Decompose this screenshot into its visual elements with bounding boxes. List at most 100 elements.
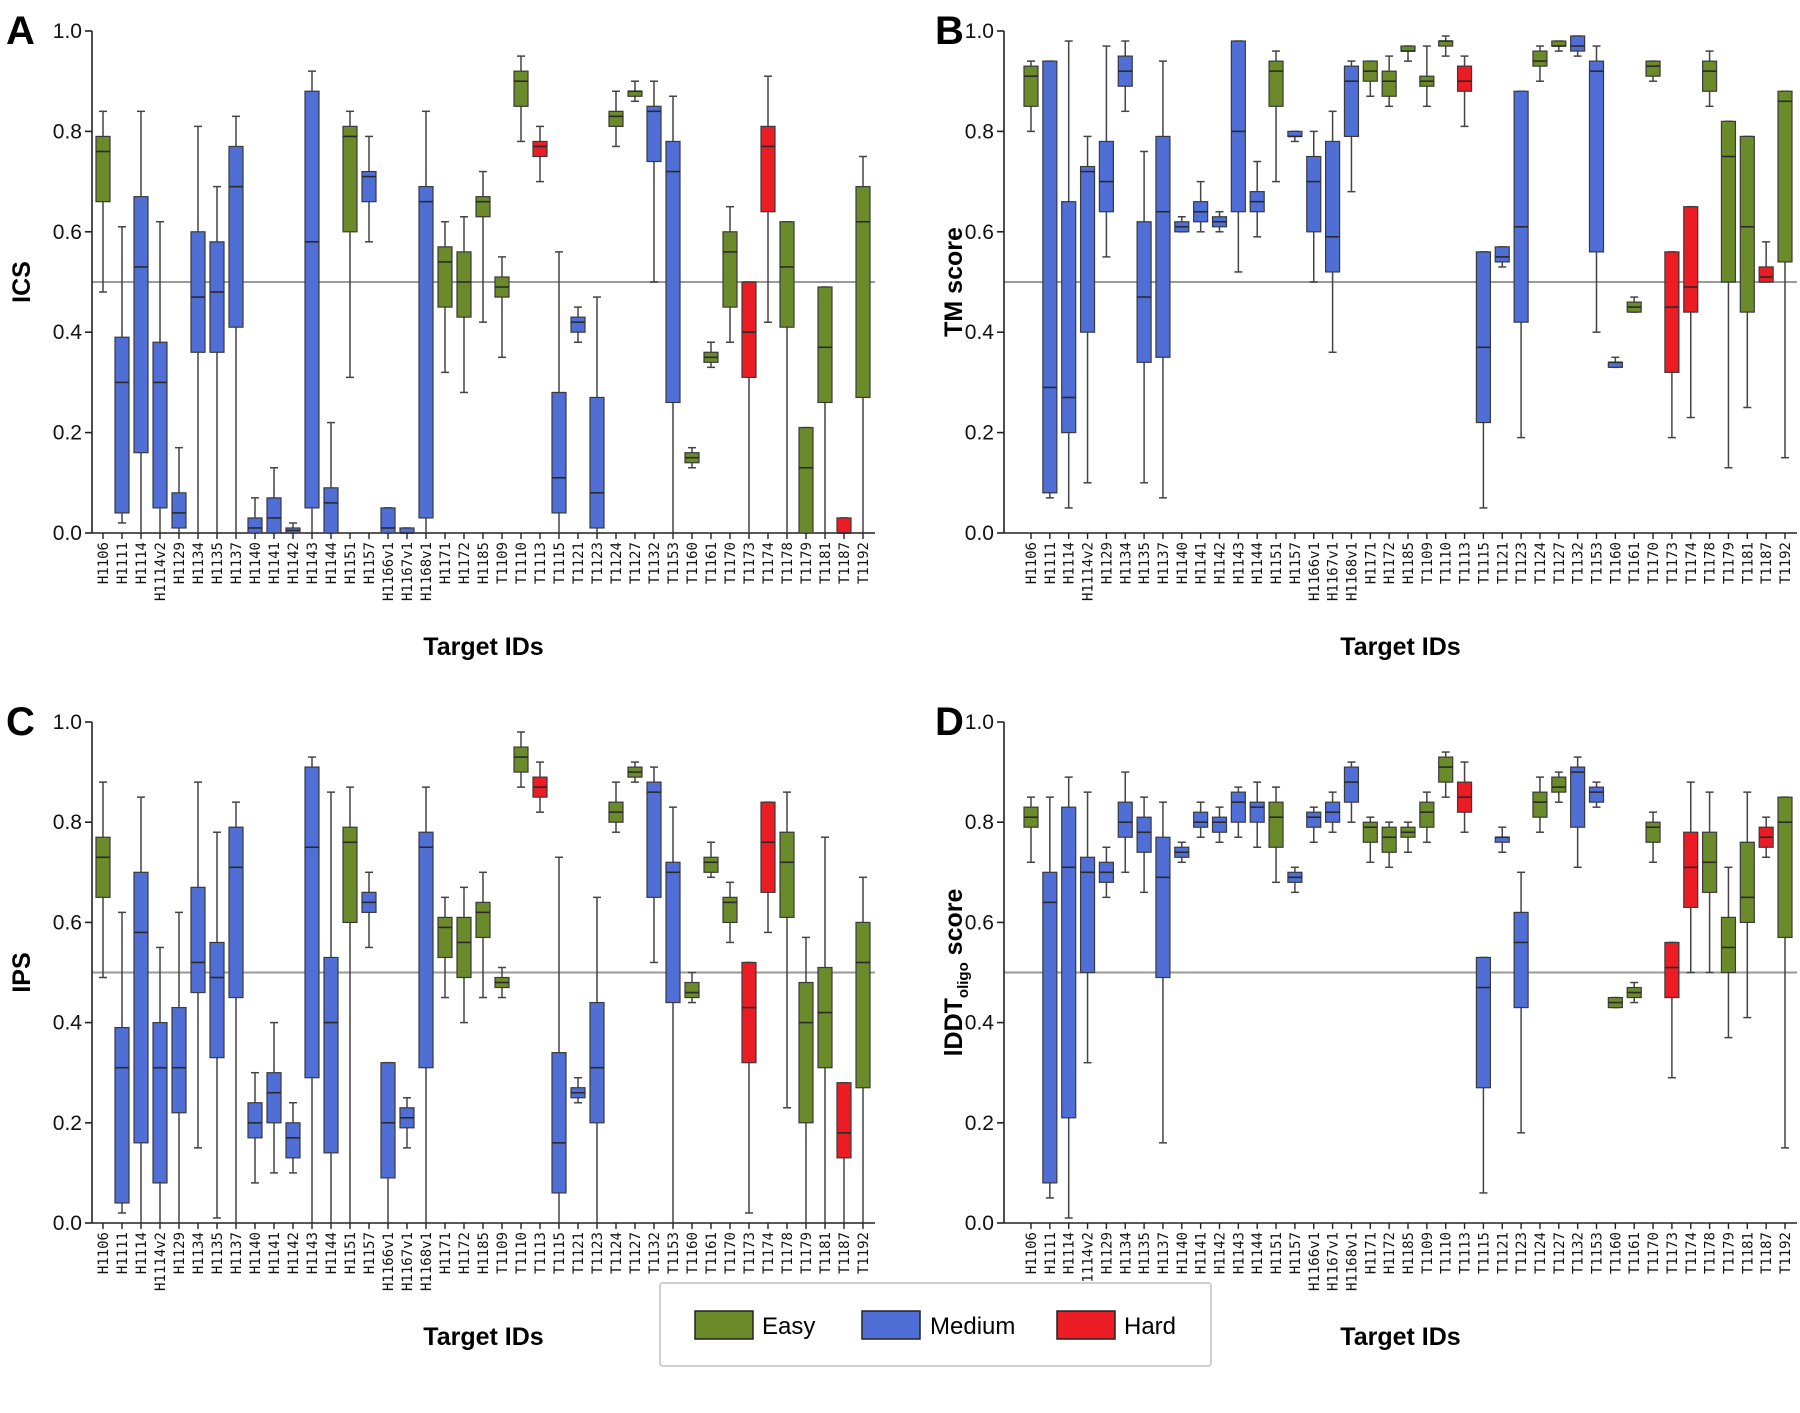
panel-b: B 0.0 0.2 0.4 0.6 0.8 1.0 TM score Target IDs H11… xyxy=(935,9,1797,661)
y-tick-label: 0.8 xyxy=(53,120,82,143)
x-tick-label: T1178 xyxy=(1703,1232,1719,1274)
box-H1114v2: H1114v2 xyxy=(1079,791,1097,1291)
box-body xyxy=(171,1006,187,1114)
box-body xyxy=(228,145,244,328)
box-T1132: T1132 xyxy=(1570,35,1587,584)
box-body xyxy=(285,1122,301,1159)
box-T1181: T1181 xyxy=(817,286,834,584)
box-H1111: H1111 xyxy=(1042,60,1059,584)
box-T1113: T1113 xyxy=(532,761,549,1274)
x-tick-label: T1179 xyxy=(1721,1232,1737,1274)
x-tick-label: H1129 xyxy=(1099,542,1115,584)
x-tick-label: T1153 xyxy=(666,1232,682,1274)
box-T1121: T1121 xyxy=(1494,246,1511,584)
legend-label-hard: Hard xyxy=(1124,1313,1176,1340)
box-H1140: H1140 xyxy=(247,497,264,584)
box-H1135: H1135 xyxy=(209,831,226,1274)
box-T1153: T1153 xyxy=(1588,45,1606,584)
y-tick-label: 0.8 xyxy=(965,811,994,834)
x-tick-label: H1151 xyxy=(343,542,359,584)
x-tick-label: H1141 xyxy=(1194,542,1210,584)
box-body xyxy=(1513,90,1529,323)
x-tick-label: T1109 xyxy=(1420,1232,1436,1274)
box-body xyxy=(1456,65,1473,92)
box-body xyxy=(114,1027,130,1204)
box-T1115: T1115 xyxy=(551,856,568,1274)
box-body xyxy=(114,336,130,514)
x-tick-label: T1160 xyxy=(685,1232,701,1274)
box-body xyxy=(760,801,776,893)
x-tick-label: T1173 xyxy=(1665,542,1681,584)
x-tick-label: T1110 xyxy=(1439,1232,1455,1274)
box-H1157: H1157 xyxy=(1287,130,1304,584)
x-tick-label: H1106 xyxy=(96,542,112,584)
x-tick-label: H1114v2 xyxy=(1081,542,1097,601)
box-T1173: T1173 xyxy=(1664,941,1681,1274)
box-H1141: H1141 xyxy=(1193,801,1210,1274)
box-T1170: T1170 xyxy=(722,205,739,584)
box-H1151: H1151 xyxy=(1268,786,1285,1274)
box-body xyxy=(798,426,814,534)
x-tick-label: T1160 xyxy=(1608,1232,1624,1274)
x-tick-label: T1121 xyxy=(1495,542,1511,584)
box-H1185: H1185 xyxy=(475,871,492,1274)
box-T1160: T1160 xyxy=(684,971,701,1274)
x-tick-label: T1123 xyxy=(1514,1232,1530,1274)
x-tick-label: H1114 xyxy=(134,542,150,584)
y-axis-label: TM score xyxy=(940,227,968,337)
x-tick-label: H1140 xyxy=(248,1232,264,1274)
x-tick-label: T1187 xyxy=(1759,1232,1775,1274)
x-tick-label: H1144 xyxy=(324,542,340,584)
x-tick-label: T1113 xyxy=(1458,1232,1474,1274)
box-body xyxy=(228,826,244,999)
box-T1192: T1192 xyxy=(855,155,872,584)
box-T1161: T1161 xyxy=(1626,981,1643,1274)
y-tick-label: 1.0 xyxy=(53,20,82,43)
legend-label-easy: Easy xyxy=(762,1313,815,1340)
x-tick-label: T1110 xyxy=(514,1232,530,1274)
x-tick-label: T1124 xyxy=(1533,1232,1549,1274)
x-tick-label: T1132 xyxy=(647,1232,663,1274)
box-body xyxy=(1645,821,1661,843)
box-body xyxy=(1079,165,1096,333)
y-tick-label: 0.8 xyxy=(53,811,82,834)
x-tick-label: H1171 xyxy=(438,542,454,584)
box-body xyxy=(342,826,358,924)
box-H1168v1: H1168v1 xyxy=(1343,60,1360,601)
x-tick-label: H1168v1 xyxy=(1344,542,1360,601)
box-H1144: H1144 xyxy=(1249,160,1266,584)
box-body xyxy=(1249,801,1265,823)
box-H1137: H1137 xyxy=(1155,60,1172,584)
x-tick-label: T1181 xyxy=(818,542,834,584)
x-axis-label: Target IDs xyxy=(1340,1323,1460,1351)
x-tick-label: H1111 xyxy=(115,542,131,584)
x-tick-label: T1109 xyxy=(495,1232,511,1274)
x-tick-label: T1115 xyxy=(1476,1232,1492,1274)
box-T1181: T1181 xyxy=(1739,791,1756,1274)
box-H1166v1: H1166v1 xyxy=(1306,806,1323,1291)
box-T1160: T1160 xyxy=(1607,996,1624,1274)
x-tick-label: H1171 xyxy=(1363,542,1379,584)
x-tick-label: H1185 xyxy=(476,542,492,584)
x-tick-label: H1114 xyxy=(1062,542,1078,584)
box-T1123: T1123 xyxy=(589,896,606,1274)
box-body xyxy=(133,871,149,1144)
x-tick-label: H1137 xyxy=(1156,1232,1172,1274)
box-T1179: T1179 xyxy=(1720,120,1737,584)
box-T1178: T1178 xyxy=(779,791,796,1274)
box-T1173: T1173 xyxy=(741,961,758,1274)
x-tick-label: H1141 xyxy=(267,542,283,584)
box-T1174: T1174 xyxy=(1683,205,1700,584)
box-T1160: T1160 xyxy=(684,446,701,584)
x-tick-label: T1170 xyxy=(723,542,739,584)
x-tick-label: T1173 xyxy=(742,1232,758,1274)
box-H1151: H1151 xyxy=(1268,50,1285,584)
box-body xyxy=(551,391,567,514)
legend-swatch-easy xyxy=(694,1310,754,1340)
box-T1123: T1123 xyxy=(1513,871,1530,1274)
box-body xyxy=(1494,246,1510,263)
x-tick-label: T1153 xyxy=(666,542,682,584)
x-tick-label: H1111 xyxy=(1043,1232,1059,1274)
box-body xyxy=(1664,251,1680,373)
